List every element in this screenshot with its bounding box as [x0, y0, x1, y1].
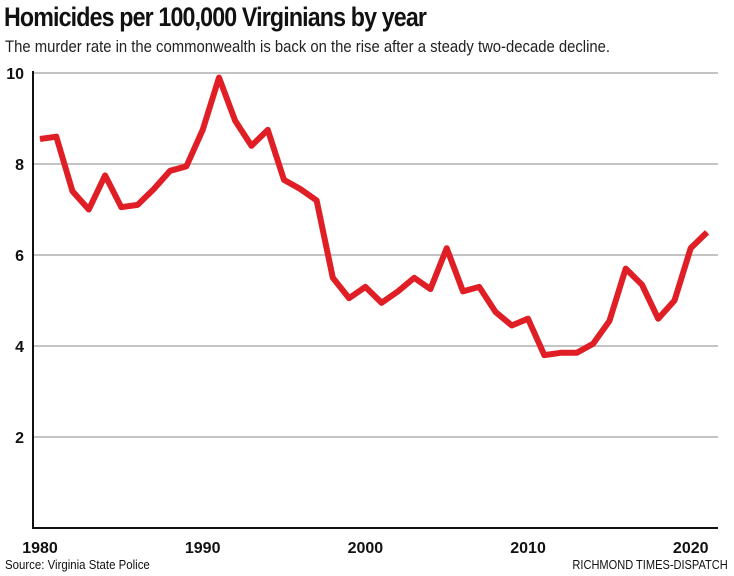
data-point-2018 [657, 318, 659, 320]
data-point-1992 [234, 120, 236, 122]
data-point-2000 [364, 286, 366, 288]
data-point-1994 [267, 129, 269, 131]
data-point-2004 [429, 288, 431, 290]
data-point-2016 [625, 268, 627, 270]
data-point-1981 [55, 136, 57, 138]
publisher-credit: RICHMOND TIMES-DISPATCH [572, 557, 728, 572]
data-point-2008 [495, 311, 497, 313]
data-point-2017 [641, 284, 643, 286]
data-point-2021 [706, 231, 708, 233]
data-point-1991 [218, 77, 220, 79]
data-point-1988 [169, 170, 171, 172]
data-point-2011 [543, 354, 545, 356]
y-tick-label: 10 [6, 66, 24, 83]
data-point-1980 [39, 138, 41, 140]
data-point-2002 [397, 290, 399, 292]
homicide-rate-line [39, 74, 710, 359]
x-tick-label: 1990 [185, 540, 221, 557]
x-tick-label: 2020 [673, 540, 709, 557]
x-tick-label: 2010 [510, 540, 546, 557]
data-point-1982 [72, 190, 74, 192]
chart-subtitle: The murder rate in the commonwealth is b… [5, 38, 611, 56]
data-point-1999 [348, 297, 350, 299]
y-tick-label: 2 [15, 430, 24, 447]
data-point-1996 [299, 188, 301, 190]
x-tick-label: 1980 [22, 540, 58, 557]
data-point-2007 [478, 286, 480, 288]
data-point-1983 [88, 209, 90, 210]
data-point-2005 [446, 247, 448, 249]
data-point-2010 [527, 318, 529, 320]
chart-title: Homicides per 100,000 Virginians by year [4, 2, 427, 32]
data-point-1987 [153, 188, 155, 190]
data-point-2020 [690, 247, 692, 249]
data-point-1985 [120, 206, 122, 208]
y-tick-label: 8 [15, 157, 24, 174]
data-point-2013 [576, 352, 578, 354]
data-point-1997 [316, 199, 318, 201]
data-point-1984 [104, 174, 106, 176]
data-point-2012 [560, 352, 562, 354]
data-point-1990 [202, 129, 204, 131]
y-tick-label: 4 [15, 339, 24, 356]
data-point-1998 [332, 277, 334, 279]
data-point-1989 [185, 165, 187, 167]
y-tick-label: 6 [15, 248, 24, 265]
data-point-2014 [592, 343, 594, 345]
data-point-2009 [511, 325, 513, 327]
source-note: Source: Virginia State Police [5, 557, 150, 572]
data-point-2019 [673, 300, 675, 301]
data-point-1995 [283, 179, 285, 181]
data-point-2003 [413, 277, 415, 279]
data-point-1986 [137, 204, 139, 206]
data-point-1993 [250, 145, 252, 147]
data-point-2015 [608, 320, 610, 322]
data-point-2006 [462, 290, 464, 292]
x-tick-label: 2000 [348, 540, 384, 557]
data-point-2001 [381, 302, 383, 304]
